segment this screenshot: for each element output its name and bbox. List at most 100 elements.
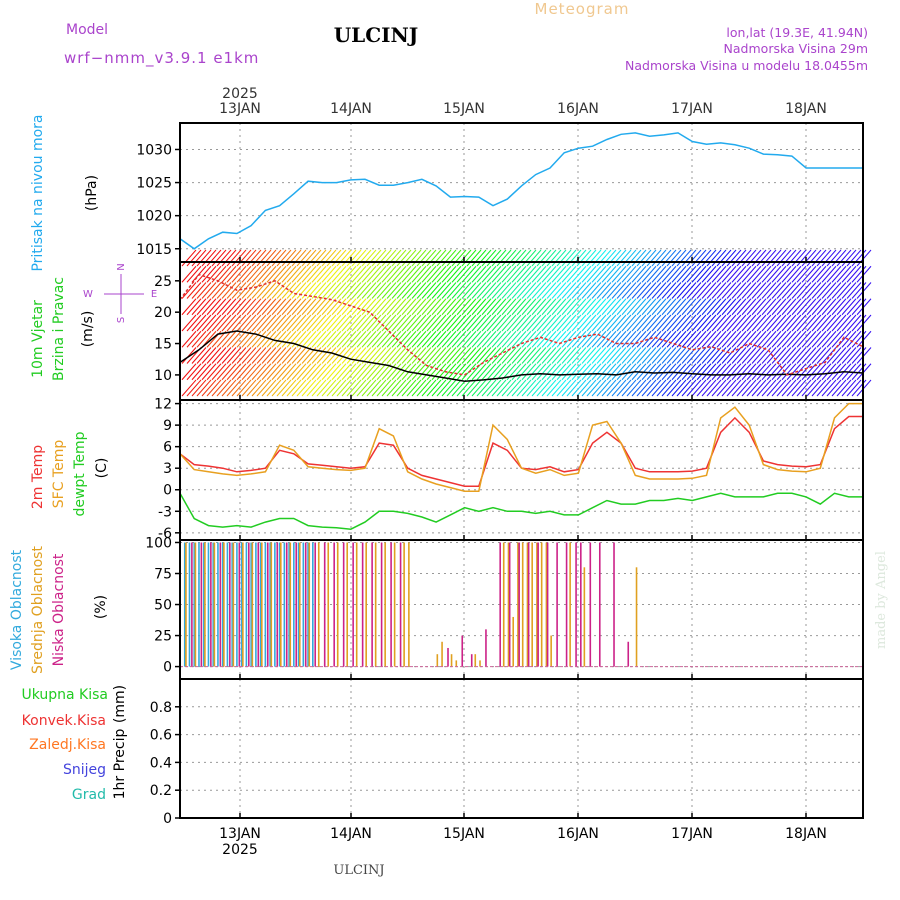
series-line: [179, 132, 863, 250]
wind-barb: [376, 265, 392, 283]
wind-barb: [816, 249, 832, 267]
wind-barb: [386, 363, 402, 381]
wind-barb: [306, 379, 322, 397]
wind-barb: [796, 265, 812, 283]
wind-barb: [611, 282, 627, 299]
wind-barb: [481, 298, 497, 316]
wind-barb: [821, 314, 837, 332]
wind-barb: [511, 249, 527, 267]
wind-barb: [451, 330, 467, 348]
wind-barb: [246, 330, 262, 348]
wind-barb: [596, 330, 612, 348]
wind-barb: [356, 249, 372, 267]
wind-barb: [311, 379, 327, 397]
wind-barb: [291, 379, 307, 397]
wind-barb: [481, 282, 497, 299]
low-cloud-ylabel: Niska Oblacnost: [51, 553, 67, 666]
wind-barb: [456, 282, 472, 299]
wind-barb: [826, 298, 842, 316]
wind-barb: [491, 298, 507, 316]
wind-barb: [766, 347, 782, 364]
wind-barb: [181, 379, 197, 397]
wind-barb: [536, 330, 552, 348]
wind-barb: [706, 249, 722, 267]
model-name: wrf−nmm_v3.9.1 e1km: [64, 49, 259, 68]
wind-barb: [566, 298, 582, 316]
wind-barb: [406, 298, 422, 316]
wind-barb: [706, 363, 722, 381]
wind-barb: [451, 265, 467, 283]
wind-barb: [431, 330, 447, 348]
wind-barb: [736, 265, 752, 283]
wind-barb: [666, 298, 682, 316]
wind-barb: [451, 363, 467, 381]
wind-barb: [391, 265, 407, 283]
wind-barb: [486, 347, 502, 364]
wind-barb: [746, 298, 762, 316]
wind-barb: [731, 249, 747, 267]
wind-barb: [436, 330, 452, 348]
wind-barb: [361, 282, 377, 299]
wind-barb: [826, 379, 842, 397]
wind-barb: [666, 265, 682, 283]
wind-barb: [751, 249, 767, 267]
wind-barb: [401, 265, 417, 283]
footer-station: ULCINJ: [333, 863, 384, 878]
wind-barb: [791, 379, 807, 397]
wind-barb: [686, 282, 702, 299]
wind-barb: [431, 249, 447, 267]
wind-barb: [561, 265, 577, 283]
panel-frame: [179, 539, 864, 680]
wind-barb: [671, 265, 687, 283]
wind-barb: [246, 265, 262, 283]
wind-barb: [521, 330, 537, 348]
wind-barb: [381, 379, 397, 397]
wind-barb: [201, 249, 217, 267]
wind-barb: [276, 314, 292, 332]
wind-barb: [661, 330, 677, 348]
wind-barb: [671, 282, 687, 299]
wind-barb: [691, 363, 707, 381]
wind-barb: [221, 265, 237, 283]
wind-barb: [371, 379, 387, 397]
wind-barb: [526, 347, 542, 364]
wind-barb: [351, 249, 367, 267]
wind-barb: [546, 363, 562, 381]
wind-barb: [181, 265, 197, 283]
wind-barb: [506, 347, 522, 364]
wind-barb: [331, 330, 347, 348]
wind-barb: [201, 379, 217, 397]
wind-barb: [311, 265, 327, 283]
wind-barb: [541, 249, 557, 267]
wind-barb: [551, 314, 567, 332]
wind-barb: [326, 363, 342, 381]
wind-barb: [711, 298, 727, 316]
wind-barb: [431, 363, 447, 381]
wind-barb: [651, 314, 667, 332]
wind-barb: [261, 249, 277, 267]
wind-barb: [411, 314, 427, 332]
wind-barb: [671, 347, 687, 364]
wind-barb: [486, 282, 502, 299]
wind-barb: [191, 347, 207, 364]
wind-barb: [246, 298, 262, 316]
wind-barb: [516, 347, 532, 364]
wind-barb: [236, 282, 252, 299]
compass-s: S: [116, 317, 127, 323]
wind-barb: [636, 265, 652, 283]
wind-barb: [601, 379, 617, 397]
wind-barb: [321, 265, 337, 283]
wind-barb: [421, 265, 437, 283]
wind-barb: [201, 282, 217, 299]
wind-barb: [821, 379, 837, 397]
wind-barb: [646, 379, 662, 397]
wind-barb: [686, 298, 702, 316]
wind-barb: [301, 265, 317, 283]
wind-barb: [686, 347, 702, 364]
wind-barb: [611, 249, 627, 267]
wind-ylabel: 10m Vjetar: [30, 300, 46, 378]
wind-barb: [726, 314, 742, 332]
wind-barb: [406, 314, 422, 332]
wind-barb: [661, 282, 677, 299]
wind-barb: [721, 265, 737, 283]
